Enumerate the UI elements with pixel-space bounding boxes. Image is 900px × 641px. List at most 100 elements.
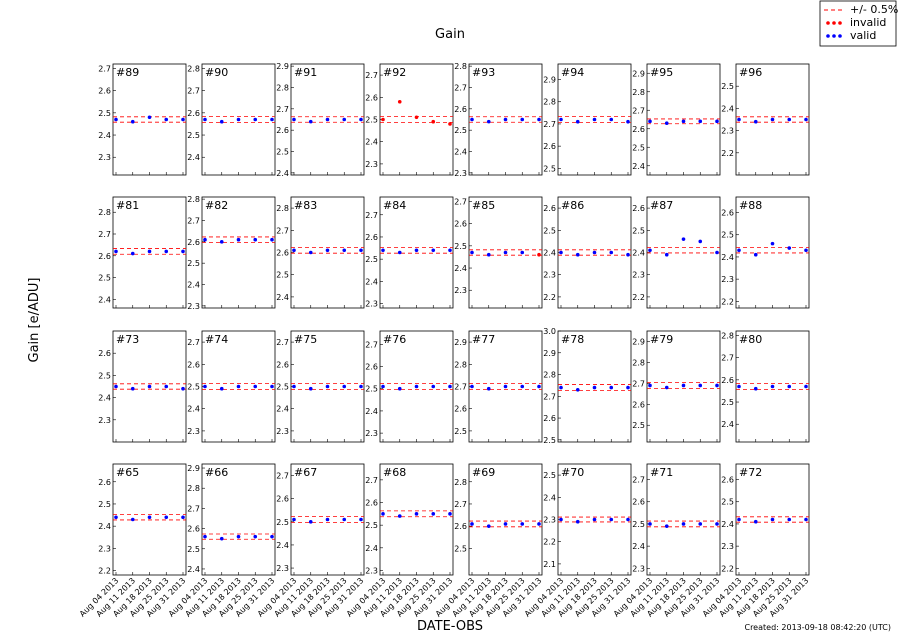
valid-point [181, 117, 185, 122]
valid-point [292, 248, 296, 253]
valid-point [203, 237, 207, 242]
valid-point [253, 237, 258, 242]
valid-point [575, 252, 580, 257]
panel-label: #94 [561, 66, 584, 79]
y-tick-label: 2.6 [721, 476, 734, 485]
panel-label: #68 [383, 466, 406, 479]
valid-point [486, 119, 491, 124]
panel-label: #85 [472, 199, 495, 212]
legend-marker [832, 34, 836, 38]
y-tick-label: 2.7 [454, 83, 467, 92]
y-tick-label: 2.5 [276, 518, 289, 527]
valid-point [592, 250, 597, 255]
valid-point [292, 384, 296, 389]
y-tick-label: 2.8 [454, 478, 467, 487]
x-axis-label: DATE-OBS [417, 619, 483, 634]
panel-label: #65 [116, 466, 139, 479]
panel-label: #87 [650, 199, 673, 212]
valid-point [503, 522, 508, 526]
valid-point [203, 384, 207, 389]
y-tick-label: 2.5 [632, 421, 645, 430]
panel-label: #74 [205, 333, 228, 346]
valid-point [253, 384, 258, 389]
y-tick-label: 2.8 [543, 371, 556, 380]
panel-label: #93 [472, 66, 495, 79]
y-tick-label: 2.3 [98, 153, 111, 162]
y-tick-label: 2.6 [721, 376, 734, 385]
y-tick-label: 2.4 [365, 407, 378, 416]
y-tick-label: 2.5 [721, 82, 734, 91]
y-tick-label: 2.9 [276, 62, 289, 71]
y-tick-label: 2.7 [276, 338, 289, 347]
valid-point [609, 385, 614, 390]
valid-point [626, 119, 630, 124]
valid-point [114, 117, 118, 122]
valid-point [414, 512, 419, 516]
y-tick-label: 2.8 [276, 204, 289, 213]
panel-label: #78 [561, 333, 584, 346]
panel-label: #71 [650, 466, 673, 479]
valid-point [592, 517, 597, 522]
valid-point [753, 519, 758, 524]
y-tick-label: 2.4 [276, 169, 289, 178]
valid-point [503, 250, 508, 255]
valid-point [325, 248, 330, 253]
y-tick-label: 2.9 [632, 69, 645, 78]
y-tick-label: 2.8 [276, 83, 289, 92]
panel-frame [646, 63, 721, 176]
y-tick-label: 2.6 [98, 478, 111, 487]
panel-label: #84 [383, 199, 406, 212]
y-tick-label: 2.5 [454, 544, 467, 553]
y-tick-label: 2.1 [543, 560, 556, 569]
valid-point [559, 385, 563, 390]
panel-label: #72 [739, 466, 762, 479]
y-tick-label: 2.5 [187, 545, 200, 554]
valid-point [804, 517, 808, 522]
y-tick-label: 2.5 [98, 109, 111, 118]
y-tick-label: 2.7 [98, 64, 111, 73]
y-tick-label: 2.8 [632, 88, 645, 97]
valid-point [130, 517, 135, 522]
panel-label: #73 [116, 333, 139, 346]
y-tick-label: 2.4 [454, 148, 467, 157]
y-tick-label: 2.4 [365, 138, 378, 147]
y-tick-label: 2.7 [187, 504, 200, 513]
y-tick-label: 2.7 [98, 230, 111, 239]
panel-frame [646, 463, 721, 576]
valid-point [308, 250, 313, 255]
valid-point [448, 512, 452, 516]
y-tick-label: 2.7 [276, 472, 289, 481]
y-tick-label: 2.6 [276, 495, 289, 504]
y-tick-label: 2.6 [276, 249, 289, 258]
panel-label: #88 [739, 199, 762, 212]
legend-marker [826, 21, 830, 25]
valid-point [270, 117, 274, 122]
y-tick-label: 2.5 [543, 164, 556, 173]
y-tick-label: 2.5 [365, 385, 378, 394]
valid-point [431, 512, 436, 516]
valid-point [609, 250, 614, 255]
valid-point [219, 240, 224, 244]
y-tick-label: 2.4 [632, 249, 645, 258]
panel-label: #79 [650, 333, 673, 346]
y-tick-label: 2.8 [187, 195, 200, 204]
y-tick-label: 2.3 [365, 566, 378, 575]
y-tick-label: 2.7 [365, 340, 378, 349]
valid-point [520, 522, 525, 526]
valid-point [575, 519, 580, 524]
valid-point [609, 117, 614, 122]
footer-note: Created: 2013-09-18 08:42:20 (UTC) [744, 623, 891, 632]
valid-point [575, 119, 580, 124]
y-tick-label: 2.6 [187, 525, 200, 534]
valid-point [537, 522, 541, 526]
y-tick-label: 2.2 [721, 564, 734, 573]
valid-point [114, 249, 118, 254]
y-tick-label: 2.6 [98, 252, 111, 261]
y-tick-label: 2.7 [543, 392, 556, 401]
y-tick-label: 2.5 [454, 242, 467, 251]
y-tick-label: 2.9 [543, 349, 556, 358]
y-tick-label: 2.5 [543, 471, 556, 480]
valid-point [503, 384, 508, 389]
y-tick-label: 2.7 [721, 354, 734, 363]
valid-point [397, 386, 402, 391]
